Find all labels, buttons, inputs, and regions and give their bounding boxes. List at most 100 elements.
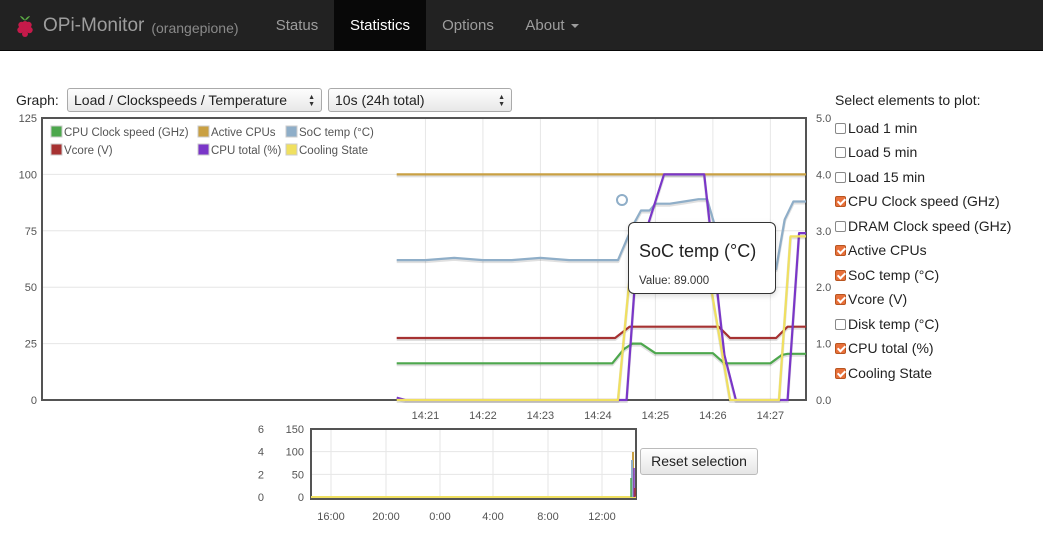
legend-swatch-cpu-total [197,143,210,156]
overview-x-tick-label: 8:00 [537,511,558,523]
y-right-tick-label: 1.0 [816,339,831,351]
legend-cpu-clock: CPU Clock speed (GHz) [64,127,189,139]
overview-series [311,452,636,498]
interval-select-value: 10s (24h total) [335,92,425,108]
checkbox[interactable] [835,244,846,256]
nav-about[interactable]: About [512,0,592,51]
overview-plot-frame[interactable] [310,428,637,500]
option-cpu-total[interactable]: CPU total (%) [835,339,934,357]
tooltip-value: Value: 89.000 [639,275,710,287]
tooltip-title: SoC temp (°C) [639,241,757,261]
x-tick-label: 14:23 [527,410,555,422]
checkbox[interactable] [835,269,846,281]
overview-y-left-tick-label: 2 [258,469,264,481]
select-arrows-icon: ▲ ▼ [498,94,505,108]
legend-swatch-vcore [50,143,63,156]
legend-cooling: Cooling State [299,145,368,157]
y-left-tick-label: 100 [19,169,37,181]
panel-title: Select elements to plot: [835,92,981,108]
option-active-cpus[interactable]: Active CPUs [835,241,927,259]
y-left-tick-label: 75 [25,226,37,238]
graph-select-value: Load / Clockspeeds / Temperature [74,92,287,108]
option-load-15[interactable]: Load 15 min [835,168,925,186]
y-right-tick-label: 3.0 [816,226,831,238]
legend-swatch-cpu-clock [50,125,63,138]
select-arrows-icon: ▲ ▼ [308,94,315,108]
option-label: Disk temp (°C) [848,316,940,332]
brand-host: (orangepione) [151,20,239,36]
checkbox[interactable] [835,318,846,330]
reset-selection-button[interactable]: Reset selection [640,448,758,475]
nav-options[interactable]: Options [428,0,508,51]
option-label: SoC temp (°C) [848,267,940,283]
overview-grid [311,428,636,499]
chevron-down-icon [570,24,579,29]
checkbox[interactable] [835,220,846,232]
checkbox[interactable] [835,122,846,134]
option-vcore[interactable]: Vcore (V) [835,290,907,308]
raspberry-icon [17,15,33,37]
overview-x-tick-label: 0:00 [429,511,450,523]
option-load-1[interactable]: Load 1 min [835,119,917,137]
x-tick-label: 14:27 [757,410,785,422]
checkbox[interactable] [835,195,846,207]
legend: CPU Clock speed (GHz) Active CPUs SoC te… [46,122,388,158]
option-label: Load 15 min [848,169,926,185]
overview-axis-ticks: 16:00 20:00 0:00 4:00 8:00 12:00 0 2 4 6 0 50 100 150 [258,424,616,523]
option-label: CPU total (%) [848,340,934,356]
checkbox[interactable] [835,146,846,158]
option-disk-temp[interactable]: Disk temp (°C) [835,315,939,333]
legend-cpu-total: CPU total (%) [211,145,281,157]
nav-status[interactable]: Status [262,0,332,51]
nav-options-label: Options [442,17,494,34]
checkbox[interactable] [835,171,846,183]
option-soc-temp[interactable]: SoC temp (°C) [835,266,939,284]
y-right-tick-label: 0.0 [816,395,831,407]
legend-active-cpus: Active CPUs [211,127,276,139]
option-label: Active CPUs [848,242,927,258]
overview-y-right-tick-label: 100 [286,447,304,459]
overview-y-left-tick-label: 4 [258,447,264,459]
x-tick-label: 14:25 [642,410,670,422]
brand-name: OPi-Monitor [43,14,145,36]
y-right-tick-label: 4.0 [816,169,831,181]
overview-x-tick-label: 16:00 [317,511,345,523]
tooltip: SoC temp (°C) Value: 89.000 [628,222,776,294]
nav-statistics-label: Statistics [349,17,410,34]
graph-select[interactable]: Load / Clockspeeds / Temperature ▲ ▼ [67,88,322,112]
x-tick-label: 14:22 [469,410,497,422]
nav-statistics[interactable]: Statistics [334,0,426,51]
brand[interactable]: OPi-Monitor (orangepione) [14,0,239,51]
option-cooling-state[interactable]: Cooling State [835,364,932,382]
legend-background [46,122,388,158]
legend-swatch-active-cpus [197,125,210,138]
option-label: Vcore (V) [848,291,908,307]
x-tick-label: 14:26 [699,410,727,422]
overview-y-right-tick-label: 150 [286,424,304,436]
main-axis-ticks: 14:21 14:22 14:23 14:24 14:25 14:26 14:27 0 25 50… [19,113,832,422]
option-load-5[interactable]: Load 5 min [835,143,917,161]
navbar: OPi-Monitor (orangepione) Status Statist… [0,0,1043,51]
overview-x-tick-label: 4:00 [482,511,503,523]
option-label: Load 1 min [848,120,918,136]
overview-x-tick-label: 12:00 [588,511,616,523]
y-left-tick-label: 25 [25,339,37,351]
overview-x-tick-label: 20:00 [372,511,400,523]
option-dram-clock[interactable]: DRAM Clock speed (GHz) [835,217,1011,235]
legend-vcore: Vcore (V) [64,145,113,157]
overview-y-right-tick-label: 0 [298,492,304,504]
y-right-tick-label: 2.0 [816,282,831,294]
checkbox[interactable] [835,293,846,305]
legend-swatch-cooling [285,143,298,156]
interval-select[interactable]: 10s (24h total) ▲ ▼ [328,88,512,112]
y-left-tick-label: 0 [31,395,37,407]
series-line-0 [396,342,806,365]
x-tick-label: 14:24 [584,410,612,422]
option-cpu-clock[interactable]: CPU Clock speed (GHz) [835,192,1000,210]
checkbox[interactable] [835,367,846,379]
checkbox[interactable] [835,342,846,354]
option-label: Load 5 min [848,144,918,160]
hover-marker [616,194,628,206]
legend-soc-temp: SoC temp (°C) [299,127,374,139]
